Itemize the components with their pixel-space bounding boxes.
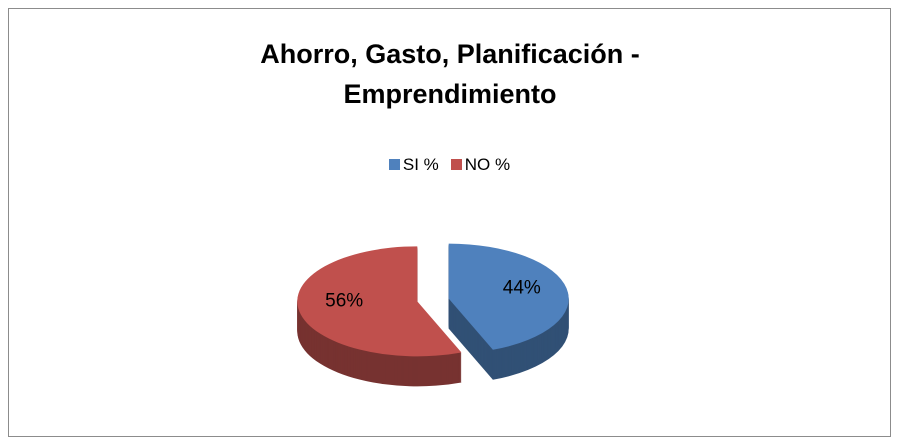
legend-label: SI % [402, 155, 439, 174]
legend-item: NO % [450, 155, 511, 175]
chart-title: Ahorro, Gasto, Planificación - Emprendim… [260, 39, 640, 109]
pie-slice [297, 246, 462, 357]
chart-frame [8, 8, 891, 437]
data-label: 44% [503, 278, 541, 299]
legend-item: SI % [388, 155, 439, 175]
pie-slice [448, 243, 569, 350]
data-label: 56% [325, 291, 363, 312]
legend-swatch [388, 159, 400, 170]
legend-swatch [450, 159, 462, 170]
legend: SI % NO % [0, 155, 899, 175]
legend-label: NO % [464, 155, 511, 174]
